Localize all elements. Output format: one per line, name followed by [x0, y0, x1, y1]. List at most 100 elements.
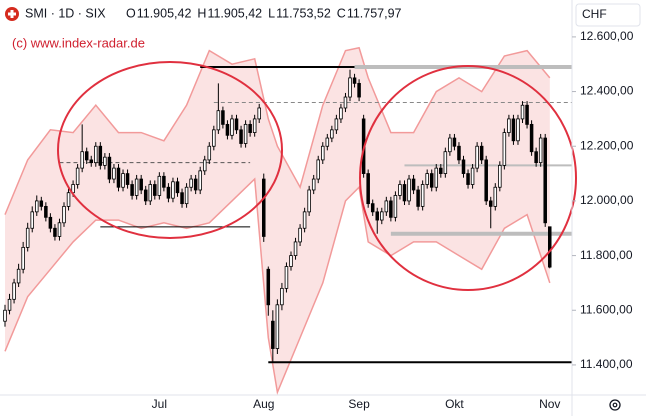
currency-box[interactable] — [575, 3, 641, 27]
candle-body — [370, 203, 375, 213]
candle-body — [298, 227, 302, 243]
candle-body — [89, 159, 94, 164]
x-tick-label: Okt — [445, 397, 464, 411]
candle-body — [439, 167, 443, 174]
candle-body — [325, 137, 330, 147]
candle-body — [479, 145, 484, 161]
candle-body — [488, 200, 493, 207]
candle-body — [520, 104, 525, 120]
candle-body — [257, 107, 261, 120]
candle-body — [411, 178, 416, 191]
candle-body — [538, 137, 543, 164]
candle-body — [420, 184, 425, 207]
candle-body — [516, 118, 520, 142]
header-bg — [0, 0, 420, 28]
candle-body — [130, 184, 134, 196]
gear-hub — [612, 402, 618, 408]
legend-value: 11.905,42 — [137, 6, 192, 20]
candle-body — [148, 184, 153, 202]
candle-body — [348, 77, 352, 98]
candle-body — [202, 159, 207, 172]
candle-body — [357, 82, 361, 98]
candle-body — [216, 110, 221, 131]
y-tick-label: 12.200,00 — [580, 138, 634, 152]
y-tick-label: 11.400,00 — [580, 357, 633, 371]
candle-body — [103, 156, 107, 166]
candle-body — [416, 189, 420, 207]
candle-body — [121, 173, 125, 188]
candle-body — [502, 132, 507, 166]
candle-body — [84, 151, 89, 161]
settings-icon[interactable] — [609, 399, 621, 411]
candle-body — [266, 268, 271, 306]
candle-body — [184, 186, 189, 205]
candle-body — [39, 200, 44, 207]
candle-body — [429, 173, 434, 188]
candle-body — [434, 167, 439, 188]
candle-body — [94, 145, 98, 164]
candle-body — [21, 246, 25, 270]
legend-key: O — [126, 6, 136, 20]
candle-body — [112, 167, 116, 180]
candle-body — [321, 145, 325, 161]
gear — [609, 399, 621, 411]
candle-body — [3, 309, 7, 322]
candle-body — [543, 137, 547, 224]
candle-body — [243, 123, 248, 144]
candle-body — [525, 104, 529, 125]
candle-body — [461, 159, 466, 174]
candle-body — [62, 205, 66, 224]
candle-body — [284, 266, 289, 289]
candle-body — [493, 186, 498, 207]
candle-body — [225, 123, 230, 136]
candle-body — [307, 189, 311, 213]
candle-body — [189, 178, 193, 188]
candle-body — [143, 189, 148, 202]
candle-body — [230, 118, 234, 136]
candle-body — [212, 129, 216, 147]
candle-body — [44, 205, 48, 218]
currency: CHF — [582, 7, 607, 21]
candle-body — [107, 156, 112, 180]
candle-body — [66, 192, 71, 207]
candle-body — [57, 222, 62, 237]
candle-body — [384, 200, 389, 213]
candle-body — [425, 173, 429, 185]
candle-body — [547, 226, 552, 268]
candle-body — [366, 173, 370, 205]
candle-body — [271, 320, 275, 349]
band-upper — [4, 46, 551, 215]
x-tick-label: Nov — [539, 397, 560, 411]
candle-body — [162, 175, 166, 188]
candle-body — [98, 145, 103, 166]
candle-body — [30, 211, 34, 229]
candle-body — [402, 184, 407, 202]
candle-body — [316, 159, 320, 180]
candle-body — [35, 200, 39, 213]
legend-key: C — [337, 6, 346, 20]
candle-body — [48, 216, 53, 229]
x-tick-label: Jul — [152, 397, 167, 411]
legend-value: 11.757,97 — [347, 6, 402, 20]
x-tick-label: Aug — [253, 397, 274, 411]
candle-body — [443, 151, 448, 174]
candle-body — [534, 151, 538, 164]
candle-body — [484, 159, 488, 202]
candle-body — [153, 184, 157, 196]
candle-body — [234, 118, 239, 131]
candle-body — [239, 129, 243, 144]
candle-body — [125, 173, 130, 185]
candle-body — [389, 200, 393, 218]
candle-body — [180, 192, 184, 205]
candle-body — [352, 77, 357, 84]
candle-body — [116, 167, 121, 188]
candle-body — [466, 173, 470, 185]
y-tick-label: 12.000,00 — [580, 193, 634, 207]
y-tick-label: 12.600,00 — [580, 29, 634, 43]
candle-body — [393, 195, 398, 218]
candle-body — [498, 164, 502, 188]
candle-body — [293, 241, 298, 256]
candle-body — [529, 123, 534, 153]
